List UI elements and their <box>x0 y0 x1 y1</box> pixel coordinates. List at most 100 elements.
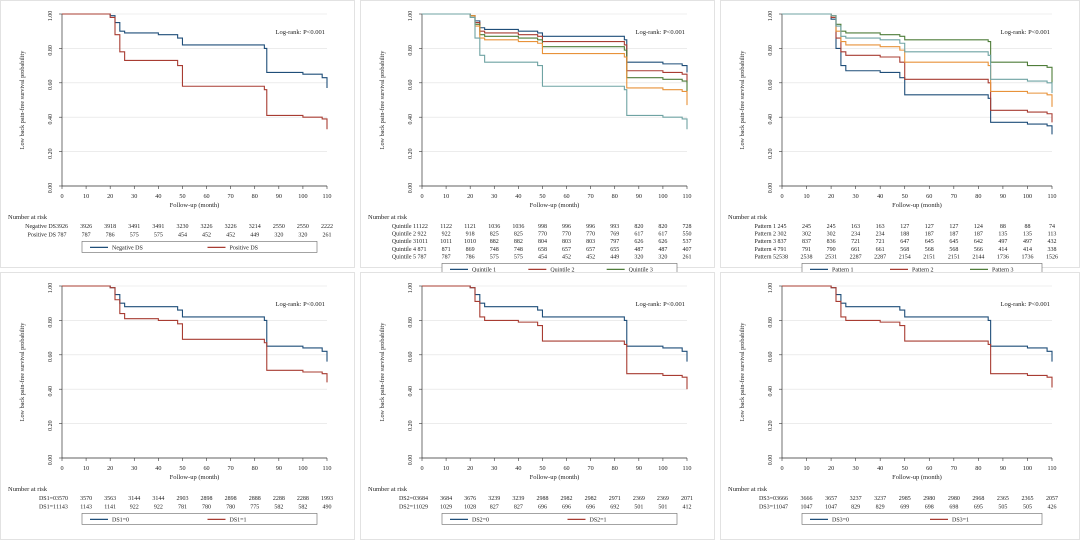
x-tick-label: 0 <box>60 465 63 472</box>
risk-count: 655 <box>610 247 619 253</box>
km-curve-2 <box>62 13 328 130</box>
risk-count: 790 <box>827 247 836 253</box>
risk-count: 657 <box>586 247 595 253</box>
y-tick-label: 0.80 <box>48 317 54 328</box>
risk-count: 791 <box>778 247 787 253</box>
risk-count: 3570 <box>56 496 68 502</box>
risk-count: 74 <box>1049 224 1055 230</box>
panel-frame <box>360 272 715 540</box>
y-tick-label: 0.80 <box>408 317 414 328</box>
risk-count: 234 <box>876 232 885 238</box>
x-tick-label: 80 <box>252 465 258 472</box>
risk-count: 2531 <box>825 254 837 260</box>
risk-count: 787 <box>442 254 451 260</box>
x-tick-label: 80 <box>612 193 618 200</box>
x-tick-label: 50 <box>539 193 545 200</box>
km-panel-3: 0.00 0.20 0.40 0.60 0.80 1.00 0 10 20 30 40 50 60 70 8… <box>720 0 1080 284</box>
logrank-annotation: Log-rank: P<0.001 <box>275 301 325 308</box>
km-curve-2 <box>422 285 688 390</box>
risk-count: 770 <box>538 232 547 238</box>
x-tick-label: 40 <box>877 193 883 200</box>
risk-table-title: Number at risk <box>8 214 48 221</box>
x-tick-label: 50 <box>179 193 185 200</box>
risk-count: 566 <box>974 247 983 253</box>
risk-count: 187 <box>974 232 983 238</box>
risk-count: 2985 <box>899 496 911 502</box>
risk-count: 780 <box>226 504 235 510</box>
risk-count: 803 <box>586 239 595 245</box>
x-tick-label: 0 <box>420 465 423 472</box>
y-tick-label: 1.00 <box>408 11 414 22</box>
y-tick-label: 0.00 <box>408 455 414 466</box>
x-axis-title: Follow-up (month) <box>530 474 580 481</box>
risk-count: 3666 <box>776 496 788 502</box>
risk-count: 769 <box>610 232 619 238</box>
risk-count: 487 <box>634 247 643 253</box>
risk-count: 721 <box>851 239 860 245</box>
risk-count: 88 <box>1000 224 1006 230</box>
risk-row-label: Pattern 1 <box>755 224 777 230</box>
risk-count: 2154 <box>899 254 911 260</box>
risk-count: 245 <box>802 224 811 230</box>
risk-count: 2898 <box>225 496 237 502</box>
risk-row-label: Quintile 1 <box>392 224 416 230</box>
risk-count: 829 <box>851 504 860 510</box>
x-tick-label: 80 <box>612 465 618 472</box>
risk-count: 505 <box>1023 504 1032 510</box>
y-tick-label: 1.00 <box>768 283 774 294</box>
x-tick-label: 30 <box>491 193 497 200</box>
risk-count: 661 <box>851 247 860 253</box>
risk-count: 575 <box>130 232 139 238</box>
risk-count: 1029 <box>440 504 452 510</box>
risk-count: 775 <box>250 504 259 510</box>
legend-label: Positive DS <box>230 246 259 252</box>
risk-row-label: DS2=0 <box>399 496 416 502</box>
x-axis-title: Follow-up (month) <box>170 474 220 481</box>
risk-count: 124 <box>974 224 983 230</box>
x-tick-label: 60 <box>203 465 209 472</box>
risk-count: 3570 <box>80 496 92 502</box>
risk-count: 827 <box>514 504 523 510</box>
risk-count: 3230 <box>176 224 188 230</box>
x-tick-label: 60 <box>203 193 209 200</box>
x-tick-label: 110 <box>1047 193 1056 200</box>
risk-count: 645 <box>925 239 934 245</box>
risk-count: 261 <box>323 232 332 238</box>
risk-count: 696 <box>562 504 571 510</box>
legend-label: Quintile 3 <box>629 268 653 274</box>
risk-count: 582 <box>274 504 283 510</box>
risk-count: 1143 <box>80 504 92 510</box>
risk-row-label: Pattern 5 <box>755 254 777 260</box>
risk-count: 780 <box>202 504 211 510</box>
risk-count: 3491 <box>152 224 164 230</box>
logrank-annotation: Log-rank: P<0.001 <box>275 29 325 36</box>
risk-row-label: DS3=1 <box>759 504 776 510</box>
risk-count: 127 <box>900 224 909 230</box>
risk-count: 728 <box>683 224 692 230</box>
risk-count: 2982 <box>585 496 597 502</box>
x-tick-label: 110 <box>682 193 691 200</box>
risk-count: 787 <box>58 232 67 238</box>
risk-count: 3676 <box>464 496 476 502</box>
x-axis-title: Follow-up (month) <box>170 202 220 209</box>
risk-count: 3491 <box>128 224 140 230</box>
risk-count: 3237 <box>874 496 886 502</box>
legend-label: Pattern 3 <box>992 268 1014 274</box>
km-curve-4 <box>782 13 1053 107</box>
risk-row-label: Positive DS <box>27 232 56 238</box>
legend-label: DS1=0 <box>112 518 129 524</box>
risk-count: 3666 <box>801 496 813 502</box>
risk-count: 2888 <box>249 496 261 502</box>
risk-count: 836 <box>827 239 836 245</box>
x-tick-label: 0 <box>60 193 63 200</box>
risk-row-label: Quintile 3 <box>392 239 416 245</box>
legend-box <box>441 513 678 525</box>
risk-count: 721 <box>876 239 885 245</box>
risk-count: 414 <box>998 247 1007 253</box>
y-tick-label: 0.80 <box>48 45 54 56</box>
risk-count: 787 <box>82 232 91 238</box>
risk-count: 3926 <box>80 224 92 230</box>
x-tick-label: 60 <box>563 465 569 472</box>
